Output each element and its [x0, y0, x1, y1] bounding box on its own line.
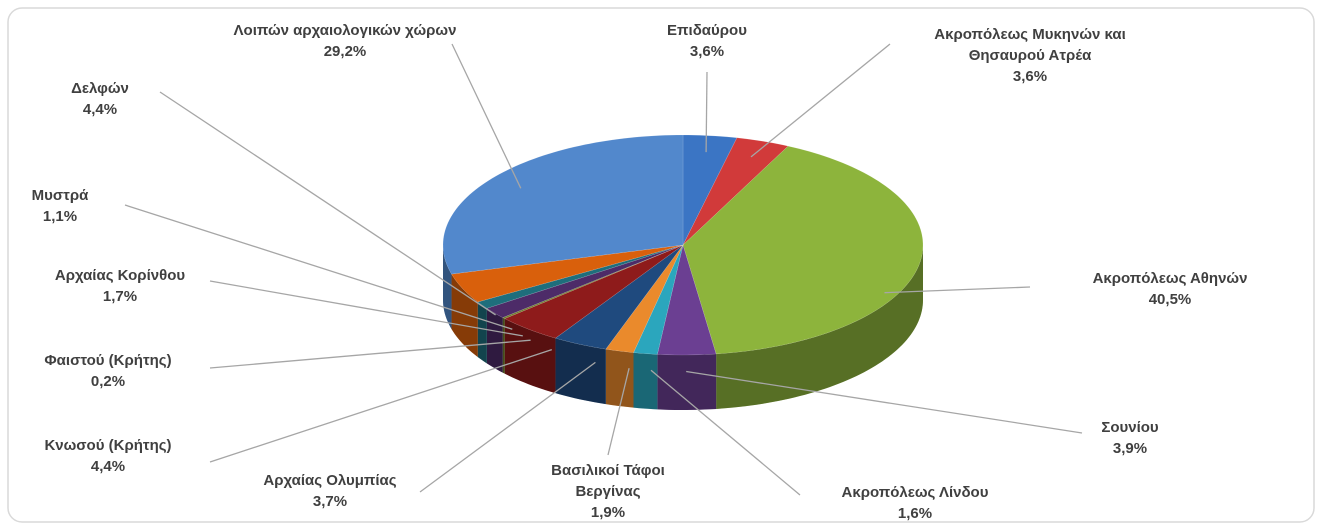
category-label: Αρχαίας Κορίνθου — [54, 267, 186, 284]
data-label: Ακροπόλεως Μυκηνών και Θησαυρού Ατρέα 3,6… — [900, 24, 1160, 87]
data-label: Φαιστού (Κρήτης) 0,2% — [18, 350, 198, 392]
value-label: 3,9% — [1112, 440, 1148, 457]
value-label: 3,6% — [1012, 68, 1048, 85]
data-label: Βασιλικοί Τάφοι Βεργίνας 1,9% — [528, 460, 688, 523]
value-label: 29,2% — [323, 43, 367, 60]
category-label: Ακροπόλεως Αθηνών — [1092, 270, 1248, 287]
leader-line — [419, 361, 596, 493]
slice — [504, 244, 684, 339]
slice-side — [504, 318, 556, 394]
slice-side-shade — [477, 301, 487, 364]
value-label: 4,4% — [82, 101, 118, 118]
slice-side — [451, 274, 478, 357]
slice-side-shade — [502, 317, 505, 374]
leader-line — [884, 286, 1031, 294]
data-label: Αρχαίας Ολυμπίας 3,7% — [240, 470, 420, 512]
slice — [682, 134, 738, 246]
slice — [555, 244, 684, 350]
value-label: 4,4% — [90, 458, 126, 475]
leader-line — [650, 369, 801, 496]
slice — [451, 244, 684, 303]
category-label: Σουνίου — [1101, 419, 1159, 436]
slice — [682, 145, 924, 355]
leader-line — [451, 43, 522, 189]
value-label: 1,9% — [590, 504, 626, 521]
data-label: Κνωσού (Κρήτης) 4,4% — [18, 435, 198, 477]
leader-line — [209, 339, 531, 369]
category-label: Βασιλικοί Τάφοι Βεργίνας — [551, 462, 665, 500]
slice — [605, 244, 684, 353]
slice — [657, 244, 717, 356]
data-label: Μυστρά 1,1% — [5, 185, 115, 227]
value-label: 40,5% — [1148, 291, 1192, 308]
leader-line — [159, 91, 496, 316]
data-label: Δελφών 4,4% — [45, 78, 155, 120]
slice-side-shade — [633, 352, 658, 410]
value-label: 0,2% — [90, 373, 126, 390]
slice-side — [657, 353, 717, 410]
leader-line — [705, 71, 708, 153]
slice-side-shade — [605, 349, 634, 408]
slice — [442, 134, 684, 275]
data-label: Σουνίου 3,9% — [1070, 417, 1190, 459]
value-label: 3,7% — [312, 493, 348, 510]
slice-side — [502, 317, 505, 374]
slice-side-shade — [504, 318, 556, 394]
data-label: Επιδαύρου 3,6% — [632, 20, 782, 62]
category-label: Ακροπόλεως Λίνδου — [841, 484, 989, 501]
leader-line — [209, 280, 523, 337]
slice — [633, 244, 684, 355]
category-label: Επιδαύρου — [667, 22, 747, 39]
slice-side — [716, 245, 923, 409]
slice-side-shade — [555, 338, 606, 405]
category-label: Φαιστού (Κρήτης) — [44, 352, 172, 369]
leader-line — [209, 348, 553, 463]
category-label: Μυστρά — [31, 187, 89, 204]
slice-side — [633, 352, 658, 410]
data-label: Ακροπόλεως Αθηνών 40,5% — [1060, 268, 1280, 310]
leader-line — [686, 370, 1083, 434]
category-label: Ακροπόλεως Μυκηνών και Θησαυρού Ατρέα — [934, 26, 1126, 64]
slice-side — [605, 349, 634, 408]
leader-line — [750, 43, 891, 158]
slice-side-shade — [486, 308, 503, 373]
category-label: Λοιπών αρχαιολογικών χώρων — [233, 22, 457, 39]
value-label: 1,7% — [102, 288, 138, 305]
value-label: 1,1% — [42, 208, 78, 225]
slice — [682, 137, 789, 246]
slice-side-shade — [657, 353, 717, 410]
slice-side-shade — [451, 274, 478, 357]
data-label: Αρχαίας Κορίνθου 1,7% — [25, 265, 215, 307]
value-label: 3,6% — [689, 43, 725, 60]
value-label: 1,6% — [897, 505, 933, 522]
leader-line — [607, 368, 630, 456]
data-label: Λοιπών αρχαιολογικών χώρων 29,2% — [220, 20, 470, 62]
leader-line — [124, 204, 513, 330]
slice-side — [477, 301, 487, 364]
category-label: Κνωσού (Κρήτης) — [44, 437, 172, 454]
category-label: Αρχαίας Ολυμπίας — [263, 472, 397, 489]
category-label: Δελφών — [71, 80, 129, 97]
data-label: Ακροπόλεως Λίνδου 1,6% — [815, 482, 1015, 524]
slice-side — [555, 338, 606, 405]
slice-side-shade — [716, 245, 923, 409]
